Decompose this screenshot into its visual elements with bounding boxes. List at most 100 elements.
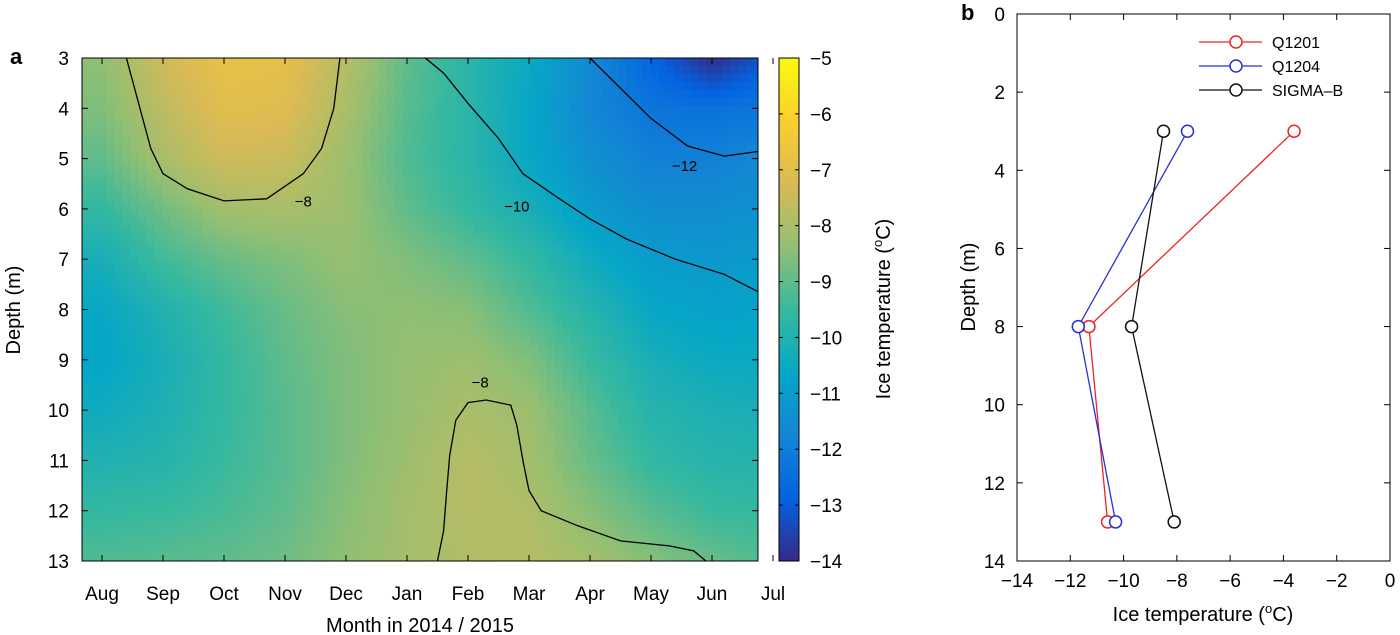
heatmap-cell <box>410 426 419 435</box>
heatmap-cell <box>458 506 467 515</box>
heatmap-cell <box>746 354 755 363</box>
heatmap-cell <box>666 314 675 323</box>
heatmap-cell <box>402 466 411 475</box>
heatmap-cell <box>410 506 419 515</box>
heatmap-cell <box>546 114 555 123</box>
heatmap-cell <box>290 346 299 355</box>
heatmap-cell <box>586 354 595 363</box>
heatmap-cell <box>378 82 387 91</box>
heatmap-cell <box>562 178 571 187</box>
heatmap-cell <box>226 370 235 379</box>
heatmap-cell <box>282 370 291 379</box>
heatmap-cell <box>618 314 627 323</box>
heatmap-cell <box>562 250 571 259</box>
heatmap-cell <box>434 138 443 147</box>
heatmap-cell <box>314 466 323 475</box>
heatmap-cell <box>706 218 715 227</box>
heatmap-cell <box>194 178 203 187</box>
heatmap-cell <box>162 322 171 331</box>
heatmap-cell <box>578 186 587 195</box>
heatmap-cell <box>146 450 155 459</box>
heatmap-cell <box>610 362 619 371</box>
heatmap-cell <box>122 282 131 291</box>
heatmap-cell <box>386 434 395 443</box>
heatmap-cell <box>722 490 731 499</box>
heatmap-cell <box>194 194 203 203</box>
heatmap-cell <box>218 466 227 475</box>
heatmap-cell <box>226 162 235 171</box>
heatmap-cell <box>426 226 435 235</box>
heatmap-cell <box>338 266 347 275</box>
heatmap-cell <box>106 282 115 291</box>
heatmap-cell <box>634 90 643 99</box>
heatmap-cell <box>98 522 107 531</box>
heatmap-cell <box>138 386 147 395</box>
heatmap-cell <box>442 370 451 379</box>
heatmap-cell <box>434 362 443 371</box>
heatmap-cell <box>146 314 155 323</box>
heatmap-cell <box>194 362 203 371</box>
heatmap-cell <box>154 82 163 91</box>
heatmap-cell <box>666 266 675 275</box>
heatmap-cell <box>458 522 467 531</box>
heatmap-cell <box>618 322 627 331</box>
heatmap-cell <box>354 490 363 499</box>
heatmap-cell <box>218 378 227 387</box>
heatmap-cell <box>498 442 507 451</box>
heatmap-cell <box>498 450 507 459</box>
heatmap-cell <box>210 466 219 475</box>
heatmap-cell <box>338 82 347 91</box>
heatmap-cell <box>642 474 651 483</box>
heatmap-cell <box>354 458 363 467</box>
heatmap-cell <box>98 218 107 227</box>
heatmap-cell <box>282 298 291 307</box>
heatmap-cell <box>538 274 547 283</box>
heatmap-cell <box>626 442 635 451</box>
heatmap-cell <box>298 418 307 427</box>
heatmap-cell <box>722 130 731 139</box>
heatmap-cell <box>186 194 195 203</box>
heatmap-cell <box>146 394 155 403</box>
heatmap-cell <box>698 490 707 499</box>
heatmap-cell <box>250 266 259 275</box>
heatmap-cell <box>330 354 339 363</box>
heatmap-cell <box>306 178 315 187</box>
heatmap-cell <box>258 434 267 443</box>
heatmap-cell <box>474 114 483 123</box>
heatmap-cell <box>122 450 131 459</box>
heatmap-cell <box>618 194 627 203</box>
heatmap-cell <box>466 202 475 211</box>
heatmap-cell <box>554 394 563 403</box>
heatmap-cell <box>370 458 379 467</box>
heatmap-cell <box>170 306 179 315</box>
heatmap-cell <box>378 146 387 155</box>
heatmap-cell <box>666 402 675 411</box>
heatmap-cell <box>178 442 187 451</box>
heatmap-cell <box>490 490 499 499</box>
heatmap-cell <box>450 290 459 299</box>
heatmap-cell <box>554 482 563 491</box>
heatmap-cell <box>170 314 179 323</box>
heatmap-cell <box>530 378 539 387</box>
heatmap-cell <box>698 130 707 139</box>
heatmap-cell <box>226 58 235 67</box>
heatmap-cell <box>250 450 259 459</box>
heatmap-cell <box>258 138 267 147</box>
heatmap-cell <box>658 226 667 235</box>
heatmap-cell <box>650 386 659 395</box>
heatmap-cell <box>442 298 451 307</box>
heatmap-cell <box>418 322 427 331</box>
heatmap-cell <box>122 442 131 451</box>
heatmap-cell <box>290 162 299 171</box>
heatmap-cell <box>530 98 539 107</box>
heatmap-cell <box>514 330 523 339</box>
heatmap-cell <box>266 514 275 523</box>
heatmap-cell <box>122 234 131 243</box>
heatmap-cell <box>242 178 251 187</box>
heatmap-cell <box>466 506 475 515</box>
heatmap-cell <box>202 186 211 195</box>
heatmap-cell <box>242 66 251 75</box>
heatmap-cell <box>274 506 283 515</box>
heatmap-cell <box>170 498 179 507</box>
heatmap-cell <box>138 346 147 355</box>
